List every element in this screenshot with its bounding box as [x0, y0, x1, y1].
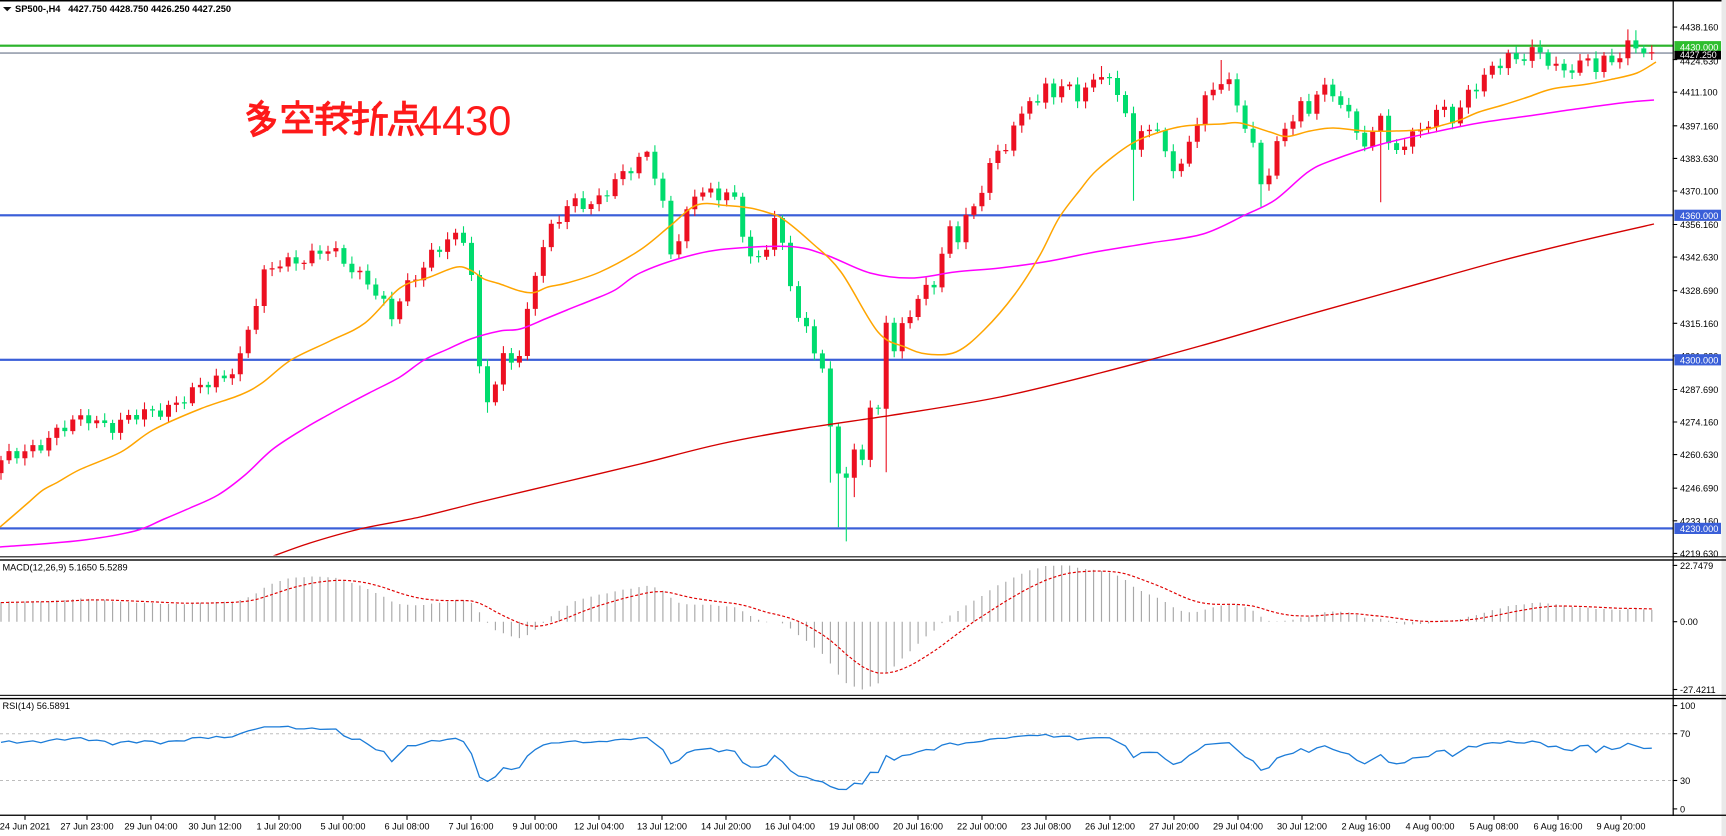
svg-text:20 Jul 16:00: 20 Jul 16:00 [893, 822, 943, 832]
svg-text:4424.630: 4424.630 [1680, 57, 1718, 67]
svg-text:4300.000: 4300.000 [1680, 355, 1718, 365]
svg-text:4 Aug 00:00: 4 Aug 00:00 [1405, 822, 1454, 832]
svg-text:2 Aug 16:00: 2 Aug 16:00 [1341, 822, 1390, 832]
svg-text:4260.630: 4260.630 [1680, 450, 1718, 460]
svg-text:4383.630: 4383.630 [1680, 154, 1718, 164]
svg-text:24 Jun 2021: 24 Jun 2021 [0, 822, 50, 832]
svg-text:12 Jul 04:00: 12 Jul 04:00 [574, 822, 624, 832]
svg-text:100: 100 [1680, 701, 1695, 711]
svg-text:9 Jul 00:00: 9 Jul 00:00 [513, 822, 558, 832]
svg-text:4370.100: 4370.100 [1680, 187, 1718, 197]
svg-text:RSI(14) 56.5891: RSI(14) 56.5891 [3, 701, 70, 711]
svg-text:22 Jul 00:00: 22 Jul 00:00 [957, 822, 1007, 832]
svg-text:4342.630: 4342.630 [1680, 253, 1718, 263]
svg-text:13 Jul 12:00: 13 Jul 12:00 [637, 822, 687, 832]
svg-text:4328.690: 4328.690 [1680, 286, 1718, 296]
svg-text:1 Jul 20:00: 1 Jul 20:00 [257, 822, 302, 832]
svg-text:4360.000: 4360.000 [1680, 211, 1718, 221]
svg-text:27 Jun 23:00: 27 Jun 23:00 [60, 822, 113, 832]
svg-text:4274.160: 4274.160 [1680, 418, 1718, 428]
svg-text:27 Jul 20:00: 27 Jul 20:00 [1149, 822, 1199, 832]
svg-text:4411.100: 4411.100 [1680, 88, 1718, 98]
svg-text:14 Jul 20:00: 14 Jul 20:00 [701, 822, 751, 832]
svg-text:-27.4211: -27.4211 [1680, 685, 1716, 695]
svg-text:SP500-,H4 4427.750 4428.750: SP500-,H4 4427.750 4428.750 4426.250 442… [15, 4, 231, 14]
svg-text:9 Aug 20:00: 9 Aug 20:00 [1596, 822, 1645, 832]
svg-text:4315.160: 4315.160 [1680, 319, 1718, 329]
svg-text:30 Jul 12:00: 30 Jul 12:00 [1277, 822, 1327, 832]
svg-text:0: 0 [1680, 804, 1685, 814]
svg-text:5 Aug 08:00: 5 Aug 08:00 [1469, 822, 1518, 832]
svg-text:5 Jul 00:00: 5 Jul 00:00 [321, 822, 366, 832]
svg-text:4427.250: 4427.250 [1680, 50, 1717, 60]
svg-text:30 Jun 12:00: 30 Jun 12:00 [188, 822, 241, 832]
svg-text:22.7479: 22.7479 [1680, 561, 1713, 571]
svg-text:4246.690: 4246.690 [1680, 484, 1718, 494]
svg-text:7 Jul 16:00: 7 Jul 16:00 [449, 822, 494, 832]
svg-text:26 Jul 12:00: 26 Jul 12:00 [1085, 822, 1135, 832]
svg-text:4356.160: 4356.160 [1680, 220, 1718, 230]
svg-text:6 Jul 08:00: 6 Jul 08:00 [385, 822, 430, 832]
svg-text:4430: 4430 [419, 97, 511, 144]
svg-text:MACD(12,26,9) 5.1650 5.5289: MACD(12,26,9) 5.1650 5.5289 [3, 563, 128, 573]
svg-text:16 Jul 04:00: 16 Jul 04:00 [765, 822, 815, 832]
svg-text:70: 70 [1680, 729, 1690, 739]
svg-text:4430.000: 4430.000 [1680, 42, 1718, 52]
svg-text:23 Jul 08:00: 23 Jul 08:00 [1021, 822, 1071, 832]
svg-text:4438.160: 4438.160 [1680, 23, 1718, 33]
svg-text:29 Jun 04:00: 29 Jun 04:00 [124, 822, 177, 832]
svg-text:4287.690: 4287.690 [1680, 385, 1718, 395]
svg-text:19 Jul 08:00: 19 Jul 08:00 [829, 822, 879, 832]
svg-text:6 Aug 16:00: 6 Aug 16:00 [1533, 822, 1582, 832]
svg-text:4233.160: 4233.160 [1680, 516, 1718, 526]
svg-text:4219.630: 4219.630 [1680, 549, 1718, 559]
svg-text:0.00: 0.00 [1680, 617, 1698, 627]
svg-text:29 Jul 04:00: 29 Jul 04:00 [1213, 822, 1263, 832]
svg-text:4397.160: 4397.160 [1680, 121, 1718, 131]
svg-text:30: 30 [1680, 776, 1690, 786]
svg-text:4230.000: 4230.000 [1680, 524, 1718, 534]
